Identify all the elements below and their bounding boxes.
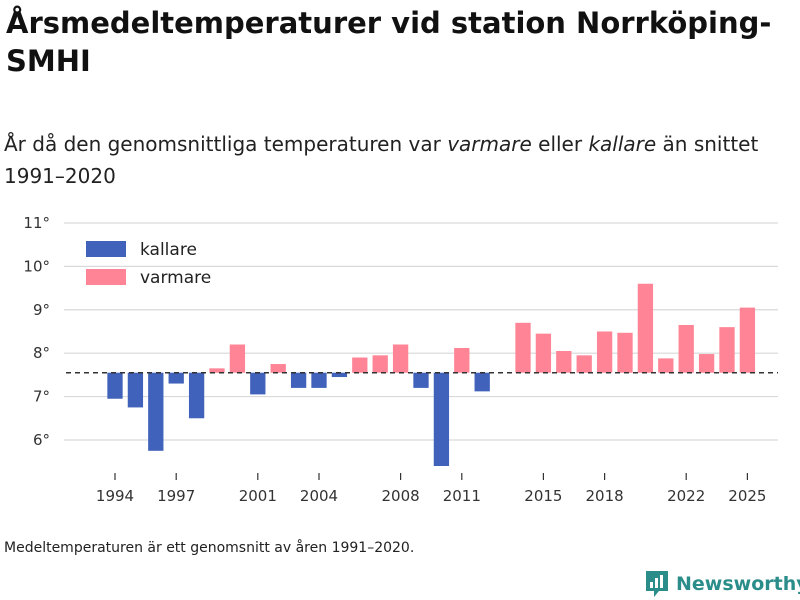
bar-2019 xyxy=(617,332,633,373)
y-tick-label: 9° xyxy=(33,301,50,319)
bar-2025 xyxy=(739,307,756,373)
x-tick-label: 2004 xyxy=(300,487,338,505)
newsworthy-logo-icon xyxy=(646,571,668,597)
bar-2001 xyxy=(250,372,266,395)
footnote: Medeltemperaturen är ett genomsnitt av å… xyxy=(4,540,415,556)
legend-swatch-varmare xyxy=(86,269,126,285)
bar-2017 xyxy=(576,355,592,373)
y-tick-label: 7° xyxy=(33,388,50,406)
bar-2021 xyxy=(658,358,674,373)
bar-2004 xyxy=(311,372,327,388)
bar-2006 xyxy=(352,357,368,373)
bar-1994 xyxy=(107,372,123,399)
legend: kallare varmare xyxy=(86,240,211,288)
bar-2010 xyxy=(433,372,450,466)
chart-title: Årsmedeltemperaturer vid station Norrköp… xyxy=(6,6,772,78)
x-tick-label: 2011 xyxy=(443,487,481,505)
bar-2000 xyxy=(229,344,246,373)
bar-2024 xyxy=(719,327,735,373)
bar-2009 xyxy=(413,372,429,388)
subtitle-warmer: varmare xyxy=(447,132,532,156)
bar-2002 xyxy=(270,364,286,373)
bar-1997 xyxy=(168,372,184,384)
bar-1995 xyxy=(127,372,144,408)
gridlines xyxy=(64,222,778,441)
legend-label-kallare: kallare xyxy=(140,240,197,260)
legend-label-varmare: varmare xyxy=(140,268,211,288)
x-tick-label: 2025 xyxy=(728,487,766,505)
bar-2015 xyxy=(535,333,552,373)
legend-swatch-kallare xyxy=(86,241,126,257)
bar-2011 xyxy=(454,347,470,373)
y-tick-label: 6° xyxy=(33,431,50,449)
bar-1998 xyxy=(188,372,205,419)
x-tick-label: 2001 xyxy=(239,487,277,505)
bar-2020 xyxy=(637,283,654,373)
bar-2008 xyxy=(392,344,409,373)
subtitle-suffix: än snittet 1991–2020 xyxy=(4,132,759,188)
x-tick-label: 1997 xyxy=(157,487,195,505)
bar-2014 xyxy=(515,322,531,373)
x-tick-label: 1994 xyxy=(96,487,134,505)
bar-2003 xyxy=(290,372,307,388)
brand-logo[interactable]: Newsworthy xyxy=(644,569,800,599)
bar-2012 xyxy=(474,372,490,392)
subtitle-middle: eller xyxy=(531,132,589,156)
x-axis-ticks: 1994 1997 2001 2004 2008 2011 2015 2018 2022 2025 xyxy=(96,473,766,505)
bar-1996 xyxy=(148,372,164,451)
subtitle-colder: kallare xyxy=(588,132,657,156)
bars xyxy=(107,283,756,466)
bar-2007 xyxy=(372,355,388,373)
y-tick-label: 10° xyxy=(23,257,50,275)
y-tick-label: 11° xyxy=(23,214,50,232)
bar-2018 xyxy=(596,331,613,373)
x-tick-label: 2008 xyxy=(382,487,420,505)
chart-subtitle: År då den genomsnittliga temperaturen va… xyxy=(4,128,784,192)
subtitle-prefix: År då den genomsnittliga temperaturen va… xyxy=(4,132,448,156)
brand-name: Newsworthy xyxy=(676,573,800,595)
bar-2023 xyxy=(698,354,715,373)
y-tick-label: 8° xyxy=(33,344,50,362)
x-tick-label: 2018 xyxy=(586,487,624,505)
y-axis-ticks: 6° 7° 8° 9° 10° 11° xyxy=(23,214,50,449)
bar-2016 xyxy=(556,351,572,373)
bar-2005 xyxy=(331,372,348,378)
x-tick-label: 2022 xyxy=(667,487,705,505)
x-tick-label: 2015 xyxy=(524,487,562,505)
bar-1999 xyxy=(209,368,225,373)
bar-2022 xyxy=(678,324,694,373)
